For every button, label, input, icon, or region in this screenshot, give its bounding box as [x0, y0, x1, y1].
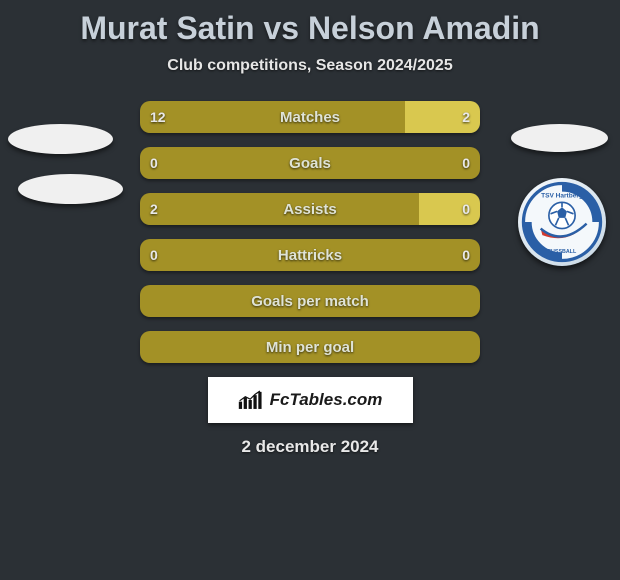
bar-left: [140, 147, 480, 179]
brand-text: FcTables.com: [270, 390, 383, 410]
stat-row: Goals00: [140, 147, 480, 179]
comparison-block: Matches122 Goals00 Assists20 Hattricks00 Goa…: [0, 101, 620, 363]
brand-chart-icon: [238, 390, 264, 410]
page-root: Murat Satin vs Nelson Amadin Club compet…: [0, 0, 620, 580]
single-row-label: Goals per match: [251, 293, 369, 310]
single-row: Goals per match: [140, 285, 480, 317]
subtitle: Club competitions, Season 2024/2025: [0, 57, 620, 75]
bar-right: [405, 101, 480, 133]
bar-left: [140, 193, 419, 225]
bar-left: [140, 239, 480, 271]
page-title: Murat Satin vs Nelson Amadin: [0, 0, 620, 47]
single-row-label: Min per goal: [266, 339, 354, 356]
bar-left: [140, 101, 405, 133]
date-text: 2 december 2024: [0, 437, 620, 457]
stat-row: Matches122: [140, 101, 480, 133]
stat-row: Hattricks00: [140, 239, 480, 271]
stat-rows: Matches122 Goals00 Assists20 Hattricks00 Goa…: [140, 101, 480, 363]
single-row: Min per goal: [140, 331, 480, 363]
bar-right: [419, 193, 480, 225]
brand-box: FcTables.com: [208, 377, 413, 423]
stat-row: Assists20: [140, 193, 480, 225]
